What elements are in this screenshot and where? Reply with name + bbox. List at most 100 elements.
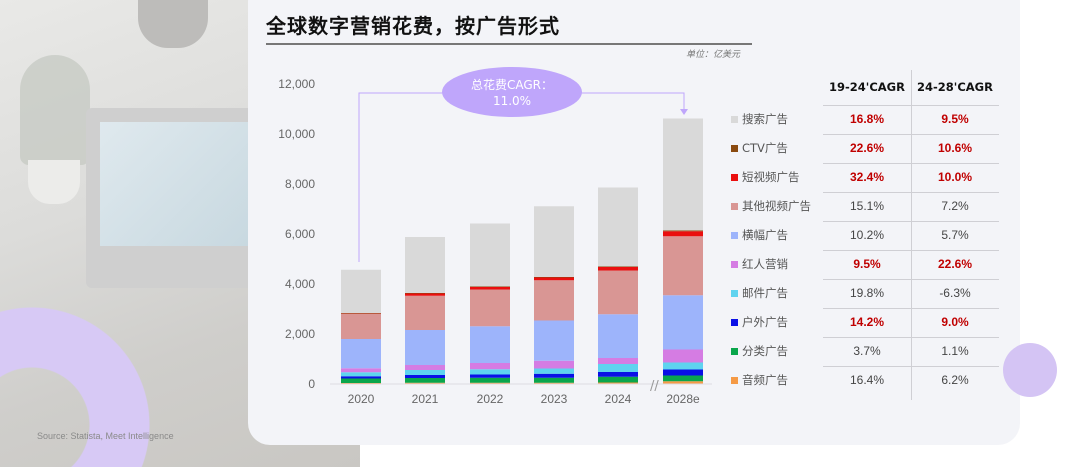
legend-swatch: [731, 202, 738, 210]
legend-item: 其他视频广告: [731, 197, 811, 215]
table-cell-c1: 19.8%: [849, 286, 885, 300]
legend-item: 短视频广告: [731, 168, 800, 186]
table-cell-c2: 10.6%: [937, 141, 973, 155]
bar-segment-2028e-CTV广告: [663, 230, 703, 232]
table-row-divider: [823, 134, 999, 135]
y-tick-label: 2,000: [285, 327, 315, 341]
table-cell-c2: -6.3%: [939, 286, 971, 300]
bar-segment-2020-其他视频广告: [341, 313, 381, 339]
bar-segment-2028e-邮件广告: [663, 362, 703, 370]
table-cell-c2: 1.1%: [941, 344, 969, 358]
plant-image: [20, 55, 90, 165]
legend-label: 邮件广告: [742, 286, 788, 300]
table-header-24-28: 24-28'CAGR: [917, 80, 993, 94]
y-tick-label: 12,000: [278, 77, 315, 91]
bar-segment-2024-户外广告: [598, 372, 638, 377]
bar-segment-2021-邮件广告: [405, 370, 445, 375]
legend-item: 邮件广告: [731, 284, 788, 302]
bar-segment-2020-横幅广告: [341, 339, 381, 369]
bar-segment-2020-红人营销: [341, 368, 381, 373]
table-cell-c1: 16.8%: [849, 112, 885, 126]
legend-item: 红人营销: [731, 255, 788, 273]
bar-segment-2020-户外广告: [341, 376, 381, 379]
bar-segment-2028e-短视频广告: [663, 231, 703, 237]
legend-label: 红人营销: [742, 257, 788, 271]
table-row-divider: [823, 163, 999, 164]
bar-segment-2028e-横幅广告: [663, 295, 703, 350]
bar-segment-2024-邮件广告: [598, 364, 638, 372]
source-note: Source: Statista, Meet Intelligence: [37, 431, 174, 441]
legend-swatch: [731, 144, 738, 152]
decorative-circle: [1003, 343, 1057, 397]
legend-label: 短视频广告: [742, 170, 800, 184]
legend-label: 音频广告: [742, 373, 788, 387]
bar-segment-2023-其他视频广告: [534, 280, 574, 321]
legend-swatch: [731, 318, 738, 326]
bar-segment-2023-分类广告: [534, 377, 574, 383]
bar-segment-2024-其他视频广告: [598, 270, 638, 315]
page-title: 全球数字营销花费，按广告形式: [266, 14, 560, 38]
table-row-divider: [823, 250, 999, 251]
bar-segment-2020-分类广告: [341, 378, 381, 383]
bar-segment-2023-户外广告: [534, 373, 574, 378]
legend-label: 分类广告: [742, 344, 788, 358]
title-underline: [266, 43, 752, 45]
legend-item: 搜索广告: [731, 110, 788, 128]
cagr-bubble-label: 总花费CAGR：: [471, 77, 553, 92]
bar-segment-2028e-搜索广告: [663, 118, 703, 231]
table-cell-c1: 16.4%: [849, 373, 885, 387]
legend-label: CTV广告: [742, 141, 788, 155]
x-tick-label: 2023: [541, 392, 568, 406]
y-tick-label: 0: [308, 377, 315, 391]
table-row-divider: [823, 221, 999, 222]
bar-segment-2021-户外广告: [405, 375, 445, 378]
bar-segment-2024-搜索广告: [598, 187, 638, 267]
bar-segment-2024-红人营销: [598, 358, 638, 364]
table-row-divider: [823, 279, 999, 280]
bar-segment-2022-横幅广告: [470, 326, 510, 363]
table-cell-c1: 9.5%: [853, 257, 881, 271]
bar-segment-2022-邮件广告: [470, 369, 510, 375]
legend-swatch: [731, 376, 738, 384]
bar-segment-2021-横幅广告: [405, 330, 445, 365]
x-tick-label: 2020: [348, 392, 375, 406]
lamp-image: [138, 0, 208, 48]
unit-label: 单位：亿美元: [685, 50, 740, 60]
table-header-19-24: 19-24'CAGR: [829, 80, 905, 94]
bar-segment-2020-CTV广告: [341, 313, 381, 314]
bar-segment-2024-横幅广告: [598, 314, 638, 358]
annotation-arrow-icon: [680, 109, 688, 115]
bar-segment-2023-搜索广告: [534, 206, 574, 277]
table-row-divider: [823, 105, 999, 106]
table-cell-c1: 10.2%: [849, 228, 885, 242]
legend-label: 户外广告: [742, 315, 788, 329]
bar-segment-2021-音频广告: [405, 382, 445, 384]
annotation-bracket-left: [358, 92, 445, 262]
bar-segment-2021-短视频广告: [405, 293, 445, 296]
bar-segment-2028e-音频广告: [663, 381, 703, 384]
legend-label: 横幅广告: [742, 228, 788, 242]
table-cell-c1: 32.4%: [849, 170, 885, 184]
bar-segment-2022-其他视频广告: [470, 289, 510, 327]
table-cell-c1: 3.7%: [853, 344, 881, 358]
cagr-bubble-value: 11.0%: [493, 94, 531, 108]
table-cell-c1: 22.6%: [849, 141, 885, 155]
bar-segment-2023-邮件广告: [534, 368, 574, 374]
table-cell-c2: 22.6%: [937, 257, 973, 271]
bar-segment-2028e-分类广告: [663, 375, 703, 382]
monitor-screen-image: [100, 122, 270, 246]
legend-swatch: [731, 260, 738, 268]
bar-segment-2023-短视频广告: [534, 277, 574, 281]
table-cell-c2: 6.2%: [941, 373, 969, 387]
table-cell-c2: 5.7%: [941, 228, 969, 242]
legend-swatch: [731, 173, 738, 181]
table-cell-c2: 7.2%: [941, 199, 969, 213]
legend-swatch: [731, 115, 738, 123]
bar-segment-2022-红人营销: [470, 363, 510, 370]
legend-item: CTV广告: [731, 139, 788, 157]
y-tick-label: 6,000: [285, 227, 315, 241]
legend-item: 音频广告: [731, 371, 788, 389]
decorative-ring: [0, 307, 152, 467]
legend-item: 户外广告: [731, 313, 788, 331]
